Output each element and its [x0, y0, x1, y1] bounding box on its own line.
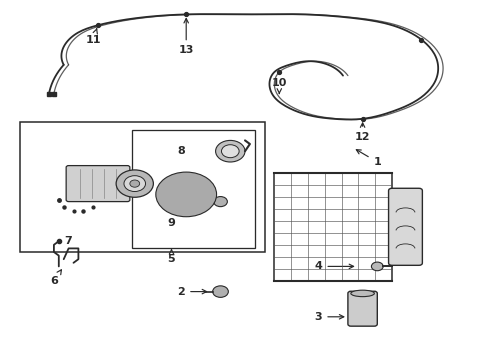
- Text: 5: 5: [168, 249, 175, 264]
- Text: 10: 10: [271, 78, 287, 94]
- Circle shape: [221, 145, 239, 158]
- Circle shape: [213, 286, 228, 297]
- Bar: [20, 122, 265, 252]
- Circle shape: [174, 185, 198, 203]
- Circle shape: [371, 262, 383, 271]
- Text: 3: 3: [315, 312, 344, 322]
- Circle shape: [180, 190, 192, 199]
- Text: 1: 1: [356, 150, 381, 167]
- Text: 11: 11: [85, 29, 101, 45]
- Text: 2: 2: [177, 197, 207, 207]
- Circle shape: [130, 180, 140, 187]
- FancyBboxPatch shape: [66, 166, 130, 202]
- Bar: [132, 130, 255, 248]
- Circle shape: [124, 176, 146, 192]
- Circle shape: [166, 179, 207, 210]
- Text: 13: 13: [178, 18, 194, 55]
- Circle shape: [156, 172, 217, 217]
- Text: 6: 6: [50, 270, 61, 286]
- Bar: [274, 173, 392, 281]
- Circle shape: [116, 170, 153, 197]
- Text: 8: 8: [177, 146, 185, 156]
- Text: 7: 7: [65, 236, 73, 246]
- Text: 12: 12: [355, 123, 370, 142]
- Text: 2: 2: [177, 287, 207, 297]
- Ellipse shape: [351, 290, 374, 297]
- Circle shape: [216, 140, 245, 162]
- FancyBboxPatch shape: [389, 188, 422, 265]
- FancyBboxPatch shape: [348, 291, 377, 326]
- Text: 9: 9: [168, 218, 175, 228]
- Text: 4: 4: [315, 261, 354, 271]
- Circle shape: [214, 197, 227, 207]
